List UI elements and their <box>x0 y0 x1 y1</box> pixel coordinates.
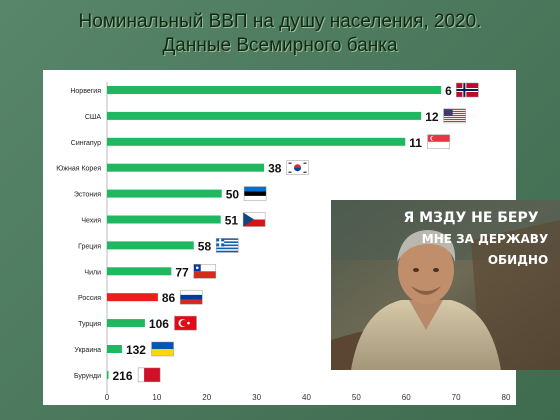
title-line-2: Данные Всемирного банка <box>162 35 398 56</box>
usa-flag <box>443 108 466 124</box>
bar <box>107 370 109 379</box>
rank-label: 6 <box>445 84 452 98</box>
category-label: Украина <box>74 347 101 354</box>
rank-label: 12 <box>425 110 439 124</box>
norway-flag <box>456 82 479 98</box>
category-label: Южная Корея <box>56 166 101 173</box>
x-tick-label: 0 <box>105 393 110 402</box>
bar <box>107 293 158 302</box>
man-portrait-photo: Я МЗДУ НЕ БЕРУ МНЕ ЗА ДЕРЖАВУ ОБИДНО <box>331 200 560 370</box>
category-label: Греция <box>78 243 101 250</box>
bar <box>107 189 222 198</box>
bar <box>107 345 122 353</box>
rank-label: 77 <box>175 265 189 279</box>
bar <box>107 137 406 146</box>
title-line-1: Номинальный ВВП на душу населения, 2020. <box>78 11 482 32</box>
category-label: Бурунди <box>74 373 101 380</box>
x-tick-label: 50 <box>352 393 361 402</box>
x-tick-label: 20 <box>202 393 211 402</box>
bar <box>107 86 442 94</box>
x-tick-label: 80 <box>502 393 511 402</box>
chile-flag <box>193 264 216 279</box>
bar <box>107 241 194 250</box>
category-label: США <box>85 114 101 121</box>
rank-label: 106 <box>149 317 169 331</box>
slide-title: Номинальный ВВП на душу населения, 2020.… <box>0 10 560 58</box>
caption-line-3: ОБИДНО <box>488 253 548 267</box>
ukraine-flag <box>151 341 174 357</box>
south-korea-flag <box>286 160 309 175</box>
caption-line-1: Я МЗДУ НЕ БЕРУ <box>403 210 538 226</box>
rank-label: 38 <box>268 162 282 176</box>
x-tick-label: 60 <box>402 393 411 402</box>
bar-chart: 0 10 20 30 40 50 60 70 80 Норвегия 6 США 12 Сингапур 1… <box>56 82 511 402</box>
turkey-flag <box>174 315 197 331</box>
category-label: Чехия <box>81 218 101 225</box>
category-label: Россия <box>78 295 101 302</box>
rank-label: 86 <box>162 291 176 305</box>
category-label: Эстония <box>74 192 101 199</box>
bar <box>107 163 265 172</box>
category-label: Чили <box>84 269 101 276</box>
greece-flag <box>215 238 239 253</box>
x-tick-label: 40 <box>302 393 311 402</box>
czech-flag <box>242 212 266 227</box>
category-label: Норвегия <box>70 88 101 95</box>
bar <box>107 267 172 276</box>
bar <box>107 319 145 328</box>
caption-line-2: МНЕ ЗА ДЕРЖАВУ <box>422 232 548 246</box>
estonia-flag <box>243 186 267 201</box>
rank-label: 216 <box>112 369 132 383</box>
singapore-flag <box>427 134 450 150</box>
rank-label: 11 <box>409 136 422 150</box>
bar <box>107 111 422 120</box>
rank-label: 132 <box>126 343 146 357</box>
inset-photo: Я МЗДУ НЕ БЕРУ МНЕ ЗА ДЕРЖАВУ ОБИДНО <box>331 200 560 370</box>
rank-label: 58 <box>198 239 212 253</box>
category-label: Сингапур <box>71 140 101 147</box>
bahrain-flag <box>137 367 161 383</box>
x-tick-label: 70 <box>452 393 461 402</box>
x-tick-label: 30 <box>252 393 261 402</box>
rank-label: 51 <box>225 214 239 228</box>
russia-flag <box>180 289 203 305</box>
x-tick-label: 10 <box>152 393 161 402</box>
bar <box>107 215 221 224</box>
rank-label: 50 <box>226 188 240 202</box>
category-label: Турция <box>78 321 101 328</box>
